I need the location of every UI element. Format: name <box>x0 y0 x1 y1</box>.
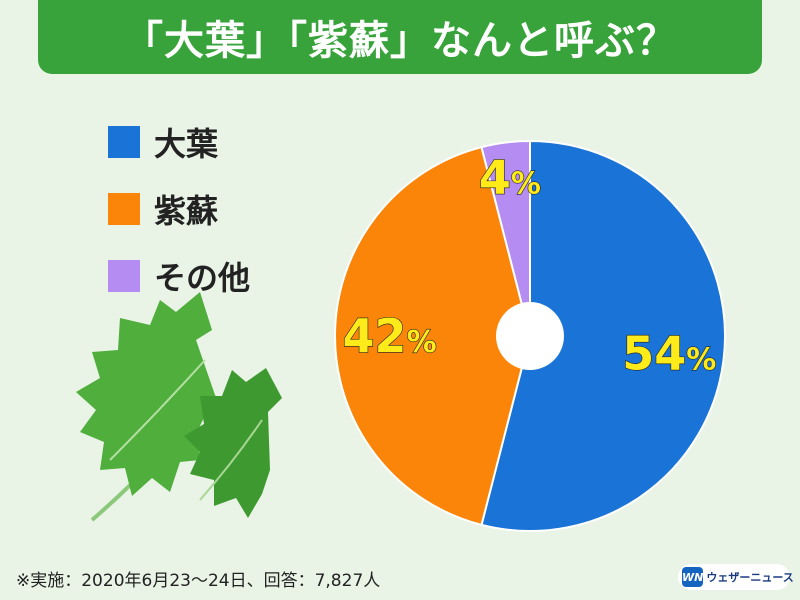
brand-name: ウェザーニュース <box>706 571 794 584</box>
donut-hole <box>496 302 564 370</box>
slice-label-oba: 54% <box>622 327 716 381</box>
survey-footnote: ※実施：2020年6月23～24日、回答：7,827人 <box>16 571 381 591</box>
legend-swatch-shiso <box>108 193 140 225</box>
legend-label-other: その他 <box>154 259 251 297</box>
pie-slice-shiso <box>334 145 532 527</box>
legend: 大葉 紫蘇 その他 <box>108 120 250 321</box>
chart-title: 「大葉」「紫蘇」なんと呼ぶ？ <box>123 18 677 64</box>
legend-item-oba: 大葉 <box>108 120 250 164</box>
pie-slice-other <box>480 139 531 337</box>
title-banner: 「大葉」「紫蘇」なんと呼ぶ？ <box>38 0 762 74</box>
weathernews-logo-icon: WN <box>682 567 704 587</box>
pie-slice-oba <box>480 139 726 532</box>
legend-swatch-other <box>108 260 140 292</box>
legend-label-oba: 大葉 <box>154 125 219 163</box>
brand-badge: WN ウェザーニュース <box>678 564 794 590</box>
legend-item-other: その他 <box>108 254 250 298</box>
slice-label-other: 4% <box>479 150 541 204</box>
shiso-leaf-icon <box>76 292 282 522</box>
legend-label-shiso: 紫蘇 <box>154 192 219 230</box>
legend-item-shiso: 紫蘇 <box>108 187 250 231</box>
slice-label-shiso: 42% <box>343 309 437 363</box>
legend-swatch-oba <box>108 126 140 158</box>
